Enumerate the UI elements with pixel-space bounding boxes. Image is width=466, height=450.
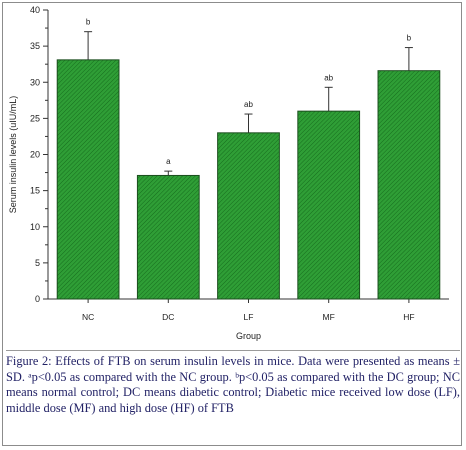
y-axis-label: Serum insulin levels (uIU/mL) [8, 96, 18, 214]
x-tick-label: MF [323, 312, 335, 322]
y-tick-label: 5 [35, 258, 40, 268]
x-axis-label: Group [236, 331, 261, 341]
y-tick-label: 35 [30, 41, 40, 51]
y-tick-label: 30 [30, 77, 40, 87]
bar-hf [377, 70, 441, 300]
bar-chart: 0 5 10 15 20 25 30 35 40 Serum insulin levels (uI… [8, 5, 449, 341]
bar-nc [56, 59, 120, 300]
significance-letter: ab [324, 73, 333, 82]
figure-caption: Figure 2: Effects of FTB on serum insuli… [6, 350, 460, 416]
x-tick-label: DC [162, 312, 174, 322]
bar-mf [297, 110, 361, 300]
y-tick-label: 15 [30, 186, 40, 196]
y-tick-label: 20 [30, 150, 40, 160]
y-tick-label: 40 [30, 5, 40, 15]
significance-letter: b [86, 18, 91, 27]
significance-letter: b [407, 34, 412, 43]
y-tick-label: 25 [30, 113, 40, 123]
y-tick-label: 10 [30, 222, 40, 232]
bar-lf [217, 132, 280, 300]
significance-letter: a [166, 157, 171, 166]
x-tick-label: LF [244, 312, 254, 322]
bar-dc [136, 174, 200, 300]
y-tick-label: 0 [35, 294, 40, 304]
significance-letter: ab [244, 100, 253, 109]
x-tick-label: NC [82, 312, 94, 322]
x-tick-label: HF [403, 312, 414, 322]
labels-group: b NC a DC ab LF ab MF b HF [82, 18, 415, 322]
bars-group [56, 31, 441, 300]
